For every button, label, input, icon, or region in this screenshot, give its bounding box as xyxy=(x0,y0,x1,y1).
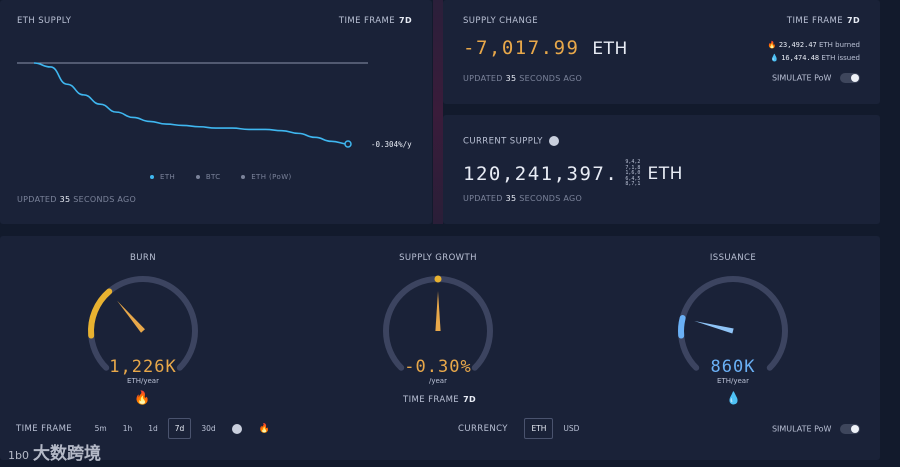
burn-unit: ETH/year xyxy=(127,377,159,385)
supply-updated: UPDATED 35 SECONDS AGO xyxy=(17,195,137,204)
growth-gauge-needle xyxy=(435,291,441,331)
currency-option-usd[interactable]: USD xyxy=(563,424,580,433)
issuance-gauge-fill xyxy=(678,315,686,339)
end-annotation: -0.304%/y xyxy=(371,140,412,149)
watermark-text: 大数跨境 xyxy=(32,444,101,464)
supply-time-frame: TIME FRAME 7d xyxy=(339,16,412,26)
current-supply-unit: ETH xyxy=(647,163,683,184)
issuance-gauge-title: ISSUANCE xyxy=(709,253,757,263)
current-supply-panel: CURRENT SUPPLY 120,241,397. 9,4,2 7,1,8 … xyxy=(443,115,880,224)
simulate-pow-bottom: SIMULATE PoW xyxy=(772,424,860,434)
issuance-gauge xyxy=(678,276,788,371)
legend-btc[interactable]: BTC xyxy=(195,173,221,181)
burn-gauge-title: BURN xyxy=(130,253,156,263)
supply-change-title: SUPPLY CHANGE xyxy=(463,16,539,26)
time-frame-label: TIME FRAME xyxy=(338,16,395,26)
simulate-pow-toggle[interactable] xyxy=(840,424,860,434)
supply-change-panel: SUPPLY CHANGE TIME FRAME 7d -7,017.99 ETH… xyxy=(443,0,880,104)
issuance-value: 860K xyxy=(710,357,756,377)
growth-unit: /year xyxy=(429,377,447,385)
burn-issue-breakdown: 🔥 23,492.47 ETH burned 💧 16,474.48 ETH i… xyxy=(768,39,860,65)
globe-icon[interactable] xyxy=(232,423,243,434)
eth-supply-panel: ETH SUPPLY TIME FRAME 7d -0.304%/y ETH BT… xyxy=(0,0,432,224)
separator-glow xyxy=(433,0,443,224)
burn-gauge xyxy=(88,276,198,371)
issuance-unit: ETH/year xyxy=(717,377,749,385)
burned-row: 🔥 23,492.47 ETH burned xyxy=(767,41,860,49)
legend-eth[interactable]: ETH xyxy=(150,173,175,181)
growth-gauge xyxy=(383,275,493,371)
eth-series-line xyxy=(33,62,349,145)
time-frame-option-5m[interactable]: 5m xyxy=(94,424,107,433)
eth-series-end-point xyxy=(344,140,352,148)
issuance-gauge-track xyxy=(678,276,788,371)
current-supply-value-row: 120,241,397. 9,4,2 7,1,8 1,6,0 6,4,5 8,7… xyxy=(463,159,683,188)
watermark-logo: 1b0 xyxy=(8,449,29,462)
current-updated: UPDATED 35 SECONDS AGO xyxy=(463,194,583,203)
change-time-frame: TIME FRAME 7d xyxy=(786,16,860,26)
supply-decimals: 9,4,2 7,1,8 1,6,0 6,4,5 8,7,1 xyxy=(625,159,641,187)
time-frame-value[interactable]: 7d xyxy=(846,16,860,25)
droplet-icon: 💧 xyxy=(726,391,741,405)
footer-currency: CURRENCY ETH USD xyxy=(458,418,589,439)
burn-gauge-needle xyxy=(117,300,145,333)
burn-value: 1,226K xyxy=(109,357,177,377)
current-supply-value: 120,241,397. xyxy=(463,162,619,185)
time-frame-option-7d[interactable]: 7d xyxy=(167,418,192,439)
fire-icon[interactable]: 🔥 xyxy=(258,424,270,434)
simulate-pow-toggle[interactable] xyxy=(840,73,860,83)
issued-row: 💧 16,474.48 ETH issued xyxy=(770,54,860,62)
chart-legend: ETH BTC ETH (PoW) xyxy=(150,173,292,181)
watermark: 1b0 大数跨境 xyxy=(8,439,101,464)
gauges-panel: BURN 1,226K ETH/year 🔥 SUPPLY GROWTH -0.… xyxy=(0,236,880,460)
burn-gauge-fill xyxy=(88,288,113,339)
growth-time-frame: TIME FRAME 7d xyxy=(403,395,477,405)
growth-gauge-title: SUPPLY GROWTH xyxy=(399,253,477,263)
simulate-pow-top: SIMULATE PoW xyxy=(772,73,860,83)
droplet-icon: 💧 xyxy=(770,54,779,62)
issuance-gauge-needle xyxy=(694,321,734,334)
supply-change-value: -7,017.99 ETH xyxy=(463,37,628,59)
fire-icon: 🔥 xyxy=(767,41,777,49)
currency-option-eth[interactable]: ETH xyxy=(524,418,554,439)
time-frame-option-30d[interactable]: 30d xyxy=(201,424,216,433)
growth-value: -0.30% xyxy=(404,357,472,377)
eth-supply-title: ETH SUPPLY xyxy=(17,16,72,26)
footer-time-frame: TIME FRAME 5m 1h 1d 7d 30d 🔥 xyxy=(16,418,270,439)
legend-eth-pow[interactable]: ETH (PoW) xyxy=(241,173,291,181)
time-frame-option-1h[interactable]: 1h xyxy=(122,424,133,433)
fire-icon: 🔥 xyxy=(134,391,151,406)
eth-coin-icon xyxy=(548,136,559,146)
growth-gauge-marker xyxy=(434,275,442,283)
time-frame-value[interactable]: 7d xyxy=(398,16,412,25)
eth-supply-chart: -0.304%/y xyxy=(17,62,412,149)
current-supply-title: CURRENT SUPPLY xyxy=(463,136,559,147)
time-frame-option-1d[interactable]: 1d xyxy=(148,424,158,433)
change-updated: UPDATED 35 SECONDS AGO xyxy=(463,74,583,83)
